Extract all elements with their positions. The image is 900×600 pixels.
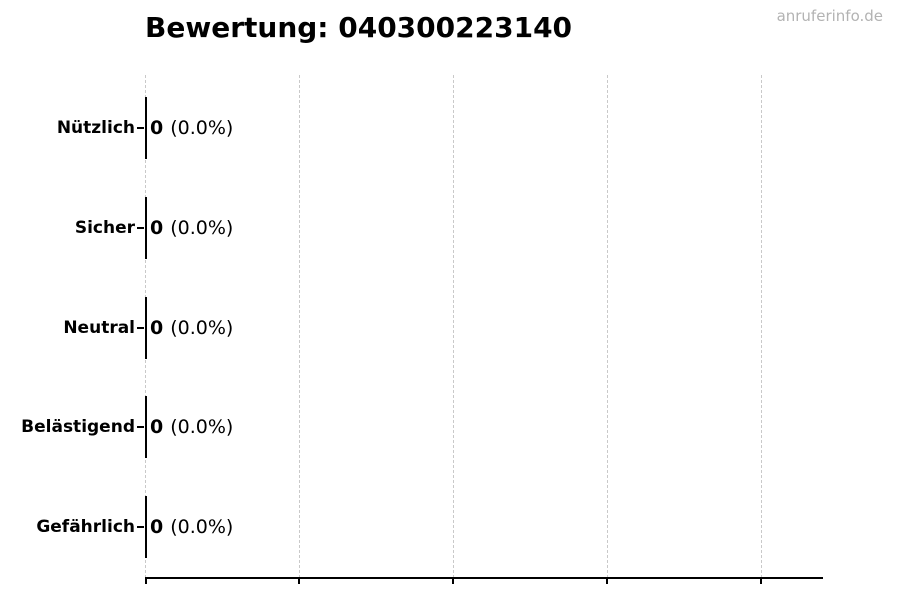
y-axis-tick: [137, 327, 144, 329]
x-axis-tick: [298, 579, 300, 584]
value-count: 0: [150, 117, 164, 139]
value-percent: (0.0%): [170, 317, 234, 339]
gridline: [761, 75, 762, 578]
y-axis-tick: [137, 227, 144, 229]
x-axis-tick: [452, 579, 454, 584]
x-axis-line: [145, 577, 823, 579]
value-annotation: 0 (0.0%): [150, 215, 233, 241]
zero-width-bar: [145, 297, 147, 359]
gridline: [607, 75, 608, 578]
category-label: Belästigend: [21, 417, 135, 437]
value-percent: (0.0%): [170, 416, 234, 438]
value-count: 0: [150, 516, 164, 538]
category-label: Nützlich: [56, 118, 135, 138]
category-label: Gefährlich: [36, 517, 135, 537]
zero-width-bar: [145, 197, 147, 259]
value-count: 0: [150, 416, 164, 438]
value-percent: (0.0%): [170, 516, 234, 538]
x-axis-tick: [606, 579, 608, 584]
category-label: Neutral: [63, 318, 135, 338]
y-axis-tick: [137, 127, 144, 129]
value-count: 0: [150, 317, 164, 339]
x-axis-tick: [145, 579, 147, 584]
x-axis-tick: [760, 579, 762, 584]
gridline: [453, 75, 454, 578]
chart-title: Bewertung: 040300223140: [145, 11, 573, 44]
category-label: Sicher: [74, 218, 135, 238]
watermark-text: anruferinfo.de: [776, 7, 883, 25]
y-axis-tick: [137, 526, 144, 528]
y-axis-tick: [137, 426, 144, 428]
gridline: [299, 75, 300, 578]
value-annotation: 0 (0.0%): [150, 315, 233, 341]
value-count: 0: [150, 217, 164, 239]
value-percent: (0.0%): [170, 117, 234, 139]
value-annotation: 0 (0.0%): [150, 115, 233, 141]
zero-width-bar: [145, 396, 147, 458]
zero-width-bar: [145, 97, 147, 159]
zero-width-bar: [145, 496, 147, 558]
value-annotation: 0 (0.0%): [150, 514, 233, 540]
value-annotation: 0 (0.0%): [150, 414, 233, 440]
value-percent: (0.0%): [170, 217, 234, 239]
